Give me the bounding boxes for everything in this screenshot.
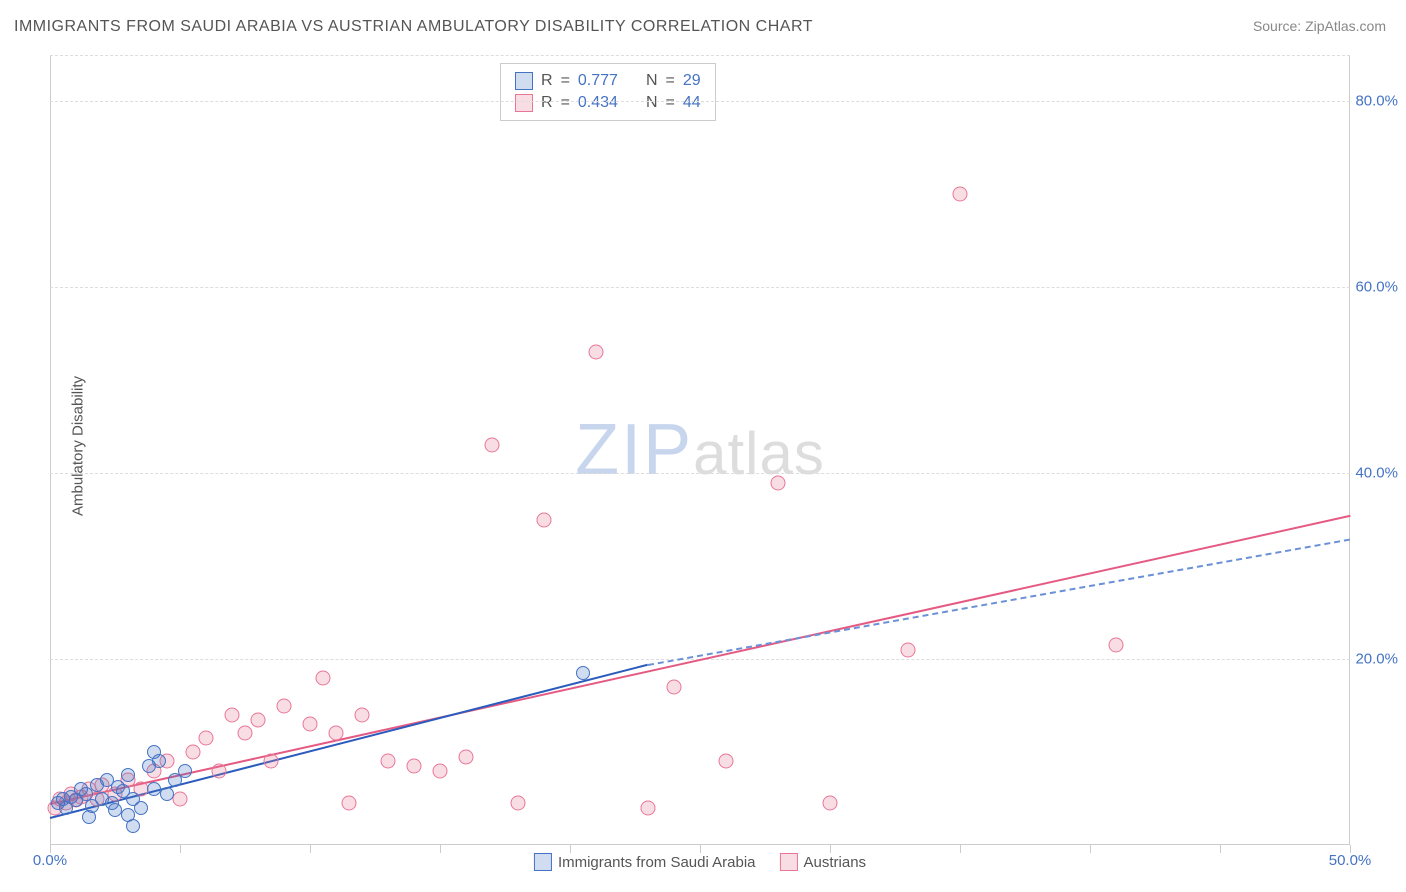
scatter-point-pink: [316, 670, 331, 685]
x-tick: [830, 845, 831, 853]
series-label-pink: Austrians: [804, 854, 867, 871]
scatter-point-blue: [147, 782, 161, 796]
source-attribution: Source: ZipAtlas.com: [1253, 18, 1386, 34]
scatter-point-pink: [1109, 638, 1124, 653]
y-tick-label: 20.0%: [1355, 651, 1398, 668]
series-label-blue: Immigrants from Saudi Arabia: [558, 854, 756, 871]
grid-line: [50, 101, 1350, 102]
y-tick-label: 40.0%: [1355, 465, 1398, 482]
scatter-point-pink: [511, 796, 526, 811]
x-tick: [570, 845, 571, 853]
x-tick: [960, 845, 961, 853]
scatter-point-pink: [186, 745, 201, 760]
scatter-point-pink: [485, 438, 500, 453]
swatch-pink: [515, 94, 533, 112]
grid-line: [50, 287, 1350, 288]
chart-container: IMMIGRANTS FROM SAUDI ARABIA VS AUSTRIAN…: [0, 0, 1406, 892]
x-tick: [1090, 845, 1091, 853]
scatter-point-blue: [576, 666, 590, 680]
chart-title: IMMIGRANTS FROM SAUDI ARABIA VS AUSTRIAN…: [14, 18, 813, 36]
n-label: N: [646, 72, 658, 90]
scatter-point-pink: [342, 796, 357, 811]
x-tick-label: 50.0%: [1329, 852, 1372, 869]
r-value-blue: 0.777: [578, 72, 618, 90]
r-label: R: [541, 72, 553, 90]
r-label: R: [541, 94, 553, 112]
y-tick-label: 80.0%: [1355, 93, 1398, 110]
legend-item-pink: Austrians: [780, 853, 867, 871]
x-tick: [700, 845, 701, 853]
watermark: ZIPatlas: [575, 409, 825, 491]
scatter-point-pink: [771, 475, 786, 490]
watermark-zip: ZIP: [575, 410, 693, 490]
scatter-point-pink: [823, 796, 838, 811]
equals-sign: =: [561, 94, 570, 112]
scatter-point-pink: [459, 749, 474, 764]
series-legend: Immigrants from Saudi Arabia Austrians: [534, 853, 866, 871]
regression-line: [50, 515, 1350, 805]
swatch-blue: [534, 853, 552, 871]
scatter-point-blue: [126, 819, 140, 833]
plot-area: ZIPatlas R = 0.777 N = 29 R = 0.434 N =: [50, 55, 1350, 845]
legend-row-pink: R = 0.434 N = 44: [515, 92, 701, 114]
scatter-point-pink: [329, 726, 344, 741]
scatter-point-pink: [355, 707, 370, 722]
scatter-point-blue: [82, 810, 96, 824]
x-tick: [310, 845, 311, 853]
scatter-point-pink: [407, 759, 422, 774]
scatter-point-pink: [212, 763, 227, 778]
scatter-point-pink: [251, 712, 266, 727]
scatter-point-pink: [537, 512, 552, 527]
scatter-point-pink: [277, 698, 292, 713]
equals-sign: =: [666, 94, 675, 112]
equals-sign: =: [666, 72, 675, 90]
n-value-pink: 44: [683, 94, 701, 112]
scatter-point-pink: [264, 754, 279, 769]
swatch-pink: [780, 853, 798, 871]
scatter-point-pink: [173, 791, 188, 806]
scatter-point-pink: [641, 800, 656, 815]
scatter-point-pink: [901, 642, 916, 657]
scatter-point-blue: [178, 764, 192, 778]
x-tick: [1220, 845, 1221, 853]
watermark-atlas: atlas: [693, 420, 825, 487]
scatter-point-pink: [225, 707, 240, 722]
swatch-blue: [515, 72, 533, 90]
scatter-point-pink: [953, 187, 968, 202]
grid-line: [50, 473, 1350, 474]
scatter-point-blue: [121, 768, 135, 782]
x-tick-label: 0.0%: [33, 852, 67, 869]
scatter-point-blue: [147, 745, 161, 759]
scatter-point-pink: [303, 717, 318, 732]
scatter-point-blue: [160, 787, 174, 801]
x-tick: [440, 845, 441, 853]
y-axis-line-right: [1349, 55, 1350, 845]
scatter-point-pink: [667, 680, 682, 695]
n-value-blue: 29: [683, 72, 701, 90]
scatter-point-pink: [238, 726, 253, 741]
y-axis-line: [50, 55, 51, 845]
scatter-point-pink: [589, 345, 604, 360]
grid-line: [50, 55, 1350, 56]
scatter-point-pink: [433, 763, 448, 778]
legend-item-blue: Immigrants from Saudi Arabia: [534, 853, 756, 871]
y-tick-label: 60.0%: [1355, 279, 1398, 296]
n-label: N: [646, 94, 658, 112]
r-value-pink: 0.434: [578, 94, 618, 112]
scatter-point-blue: [108, 803, 122, 817]
x-tick: [180, 845, 181, 853]
regression-line: [648, 538, 1350, 665]
equals-sign: =: [561, 72, 570, 90]
scatter-point-pink: [199, 731, 214, 746]
legend-row-blue: R = 0.777 N = 29: [515, 70, 701, 92]
scatter-point-blue: [134, 801, 148, 815]
scatter-point-pink: [381, 754, 396, 769]
correlation-legend: R = 0.777 N = 29 R = 0.434 N = 44: [500, 63, 716, 121]
scatter-point-pink: [719, 754, 734, 769]
